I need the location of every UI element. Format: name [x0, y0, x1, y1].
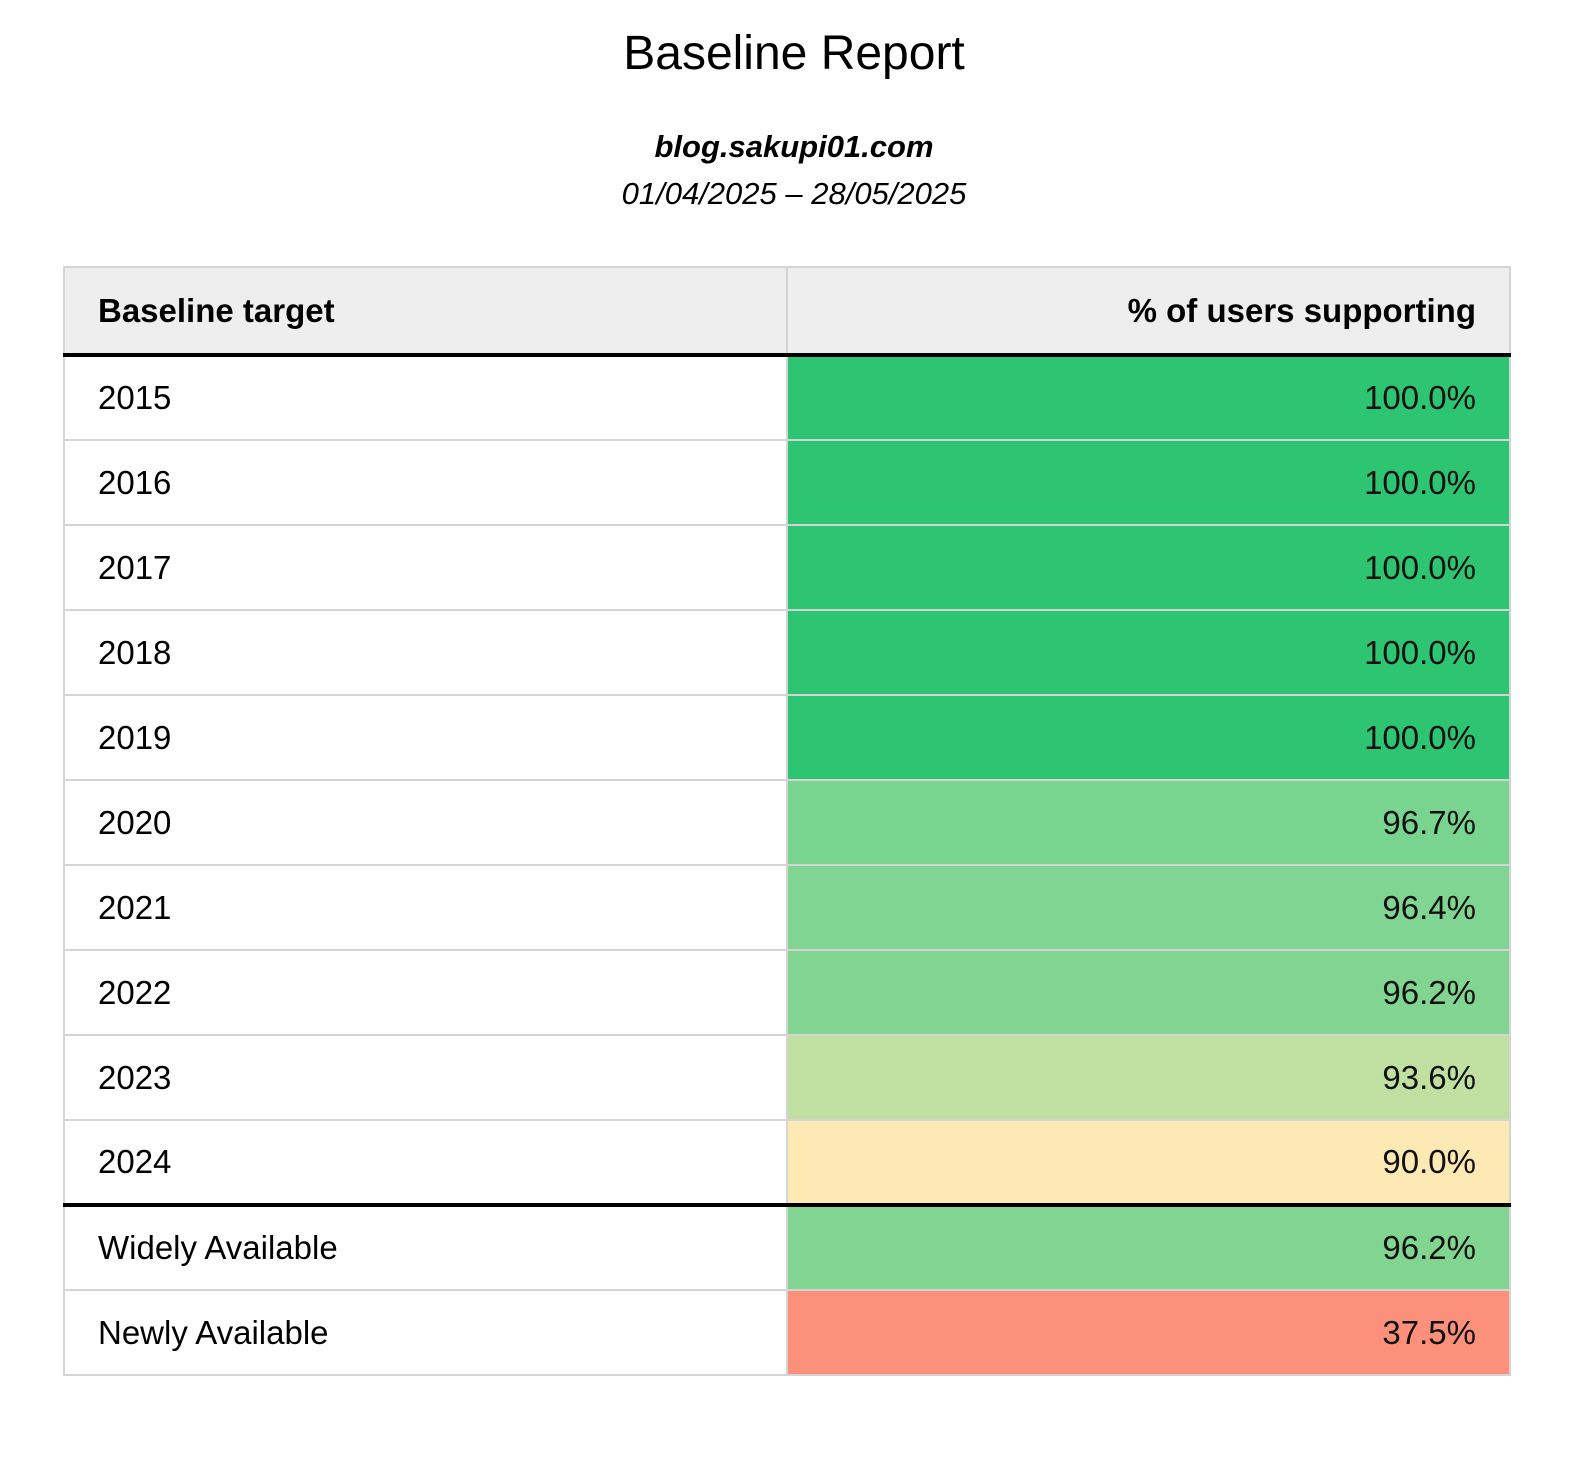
- row-target: 2015: [63, 354, 788, 441]
- row-percent: 90.0%: [786, 1119, 1511, 1207]
- summary-row-newly-available: Newly Available 37.5%: [63, 1289, 1511, 1376]
- baseline-table: Baseline target % of users supporting 20…: [63, 266, 1511, 1376]
- summary-percent: 37.5%: [786, 1289, 1511, 1376]
- page-title: Baseline Report: [623, 27, 965, 80]
- summary-row-widely-available: Widely Available 96.2%: [63, 1204, 1511, 1291]
- row-percent: 96.7%: [786, 779, 1511, 866]
- row-percent: 100.0%: [786, 439, 1511, 526]
- row-target: 2021: [63, 864, 788, 951]
- table-header-row: Baseline target % of users supporting: [63, 266, 1511, 357]
- table-row: 2018 100.0%: [63, 609, 1511, 696]
- row-percent: 96.4%: [786, 864, 1511, 951]
- row-target: 2020: [63, 779, 788, 866]
- summary-percent: 96.2%: [786, 1204, 1511, 1291]
- row-target: 2019: [63, 694, 788, 781]
- row-percent: 96.2%: [786, 949, 1511, 1036]
- header-percent-users: % of users supporting: [786, 266, 1511, 357]
- table-row: 2021 96.4%: [63, 864, 1511, 951]
- row-percent: 100.0%: [786, 524, 1511, 611]
- site-name: blog.sakupi01.com: [654, 129, 934, 164]
- row-target: 2022: [63, 949, 788, 1036]
- row-target: 2017: [63, 524, 788, 611]
- summary-target: Newly Available: [63, 1289, 788, 1376]
- table-row: 2022 96.2%: [63, 949, 1511, 1036]
- table-row: 2023 93.6%: [63, 1034, 1511, 1121]
- row-target: 2024: [63, 1119, 788, 1207]
- table-row: 2019 100.0%: [63, 694, 1511, 781]
- table-row: 2015 100.0%: [63, 354, 1511, 441]
- row-percent: 93.6%: [786, 1034, 1511, 1121]
- table-row: 2016 100.0%: [63, 439, 1511, 526]
- row-percent: 100.0%: [786, 354, 1511, 441]
- table-row: 2020 96.7%: [63, 779, 1511, 866]
- row-target: 2018: [63, 609, 788, 696]
- date-range: 01/04/2025 – 28/05/2025: [621, 176, 967, 211]
- table-row: 2024 90.0%: [63, 1119, 1511, 1207]
- row-target: 2023: [63, 1034, 788, 1121]
- table-row: 2017 100.0%: [63, 524, 1511, 611]
- row-percent: 100.0%: [786, 694, 1511, 781]
- row-target: 2016: [63, 439, 788, 526]
- summary-target: Widely Available: [63, 1204, 788, 1291]
- header-baseline-target: Baseline target: [63, 266, 788, 357]
- row-percent: 100.0%: [786, 609, 1511, 696]
